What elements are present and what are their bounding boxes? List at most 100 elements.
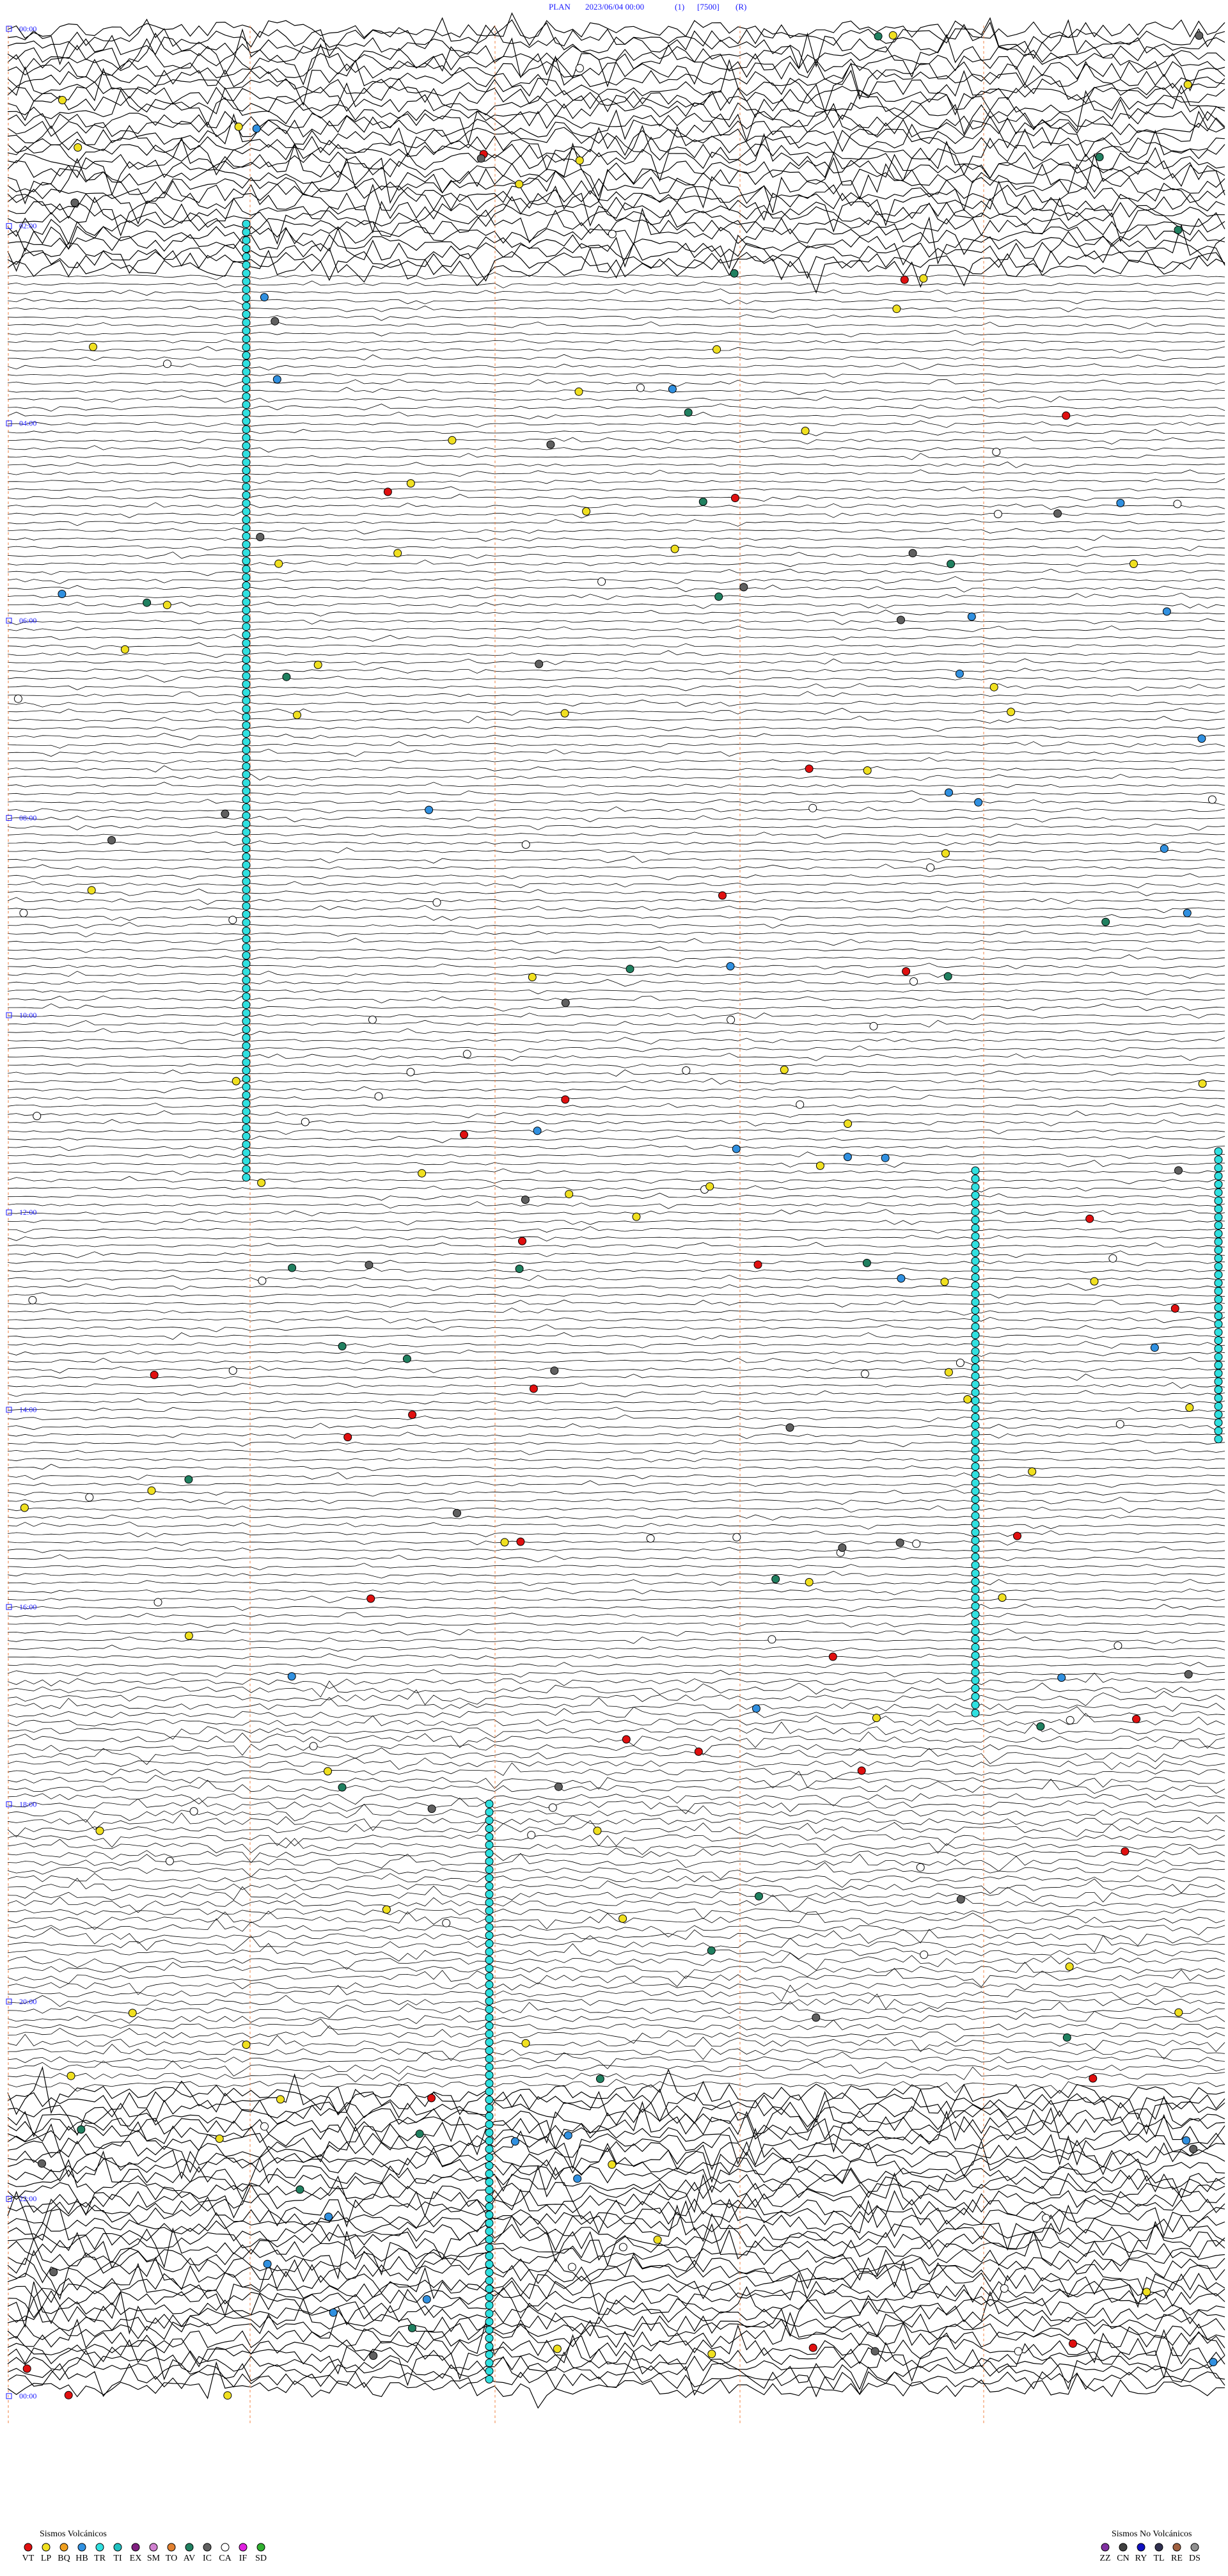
event-marker (1189, 2145, 1198, 2153)
event-marker (967, 612, 976, 621)
event-marker (77, 2125, 86, 2134)
trace (7, 897, 1225, 905)
trace (7, 559, 1225, 567)
trace (7, 1407, 1225, 1412)
event-marker (189, 1807, 198, 1816)
tremor-marker (971, 1174, 980, 1183)
event-marker (1132, 1714, 1141, 1723)
tremor-marker (242, 1099, 251, 1108)
time-marker (6, 223, 12, 229)
tremor-marker (971, 1363, 980, 1372)
event-marker (282, 672, 291, 681)
trace (7, 1927, 1225, 1947)
tremor-marker (971, 1281, 980, 1290)
tremor-marker (1214, 1188, 1223, 1197)
trace (7, 1747, 1225, 1766)
tremor-marker (485, 2284, 494, 2293)
tremor-marker (971, 1249, 980, 1257)
trace (7, 1712, 1225, 1727)
tremor-marker (242, 236, 251, 245)
trace (7, 748, 1225, 757)
trace (7, 1292, 1225, 1299)
tremor-marker (971, 1405, 980, 1414)
tremor-marker (485, 1931, 494, 1940)
tremor-marker (1214, 1336, 1223, 1345)
event-marker (940, 1277, 949, 1286)
event-marker (739, 583, 748, 592)
trace (7, 1168, 1225, 1175)
event-marker (234, 122, 243, 131)
tremor-marker (1214, 1279, 1223, 1288)
tremor-marker (1214, 1369, 1223, 1378)
event-marker (1101, 917, 1110, 926)
tremor-marker (971, 1618, 980, 1627)
trace (7, 2172, 1225, 2219)
trace (7, 840, 1225, 846)
event-marker (808, 2343, 817, 2352)
event-marker (422, 2295, 431, 2303)
event-marker (407, 2323, 416, 2332)
tremor-marker (971, 1470, 980, 1479)
trace (7, 527, 1225, 535)
tremor-marker (242, 976, 251, 984)
event-marker (909, 977, 918, 986)
tremor-marker (242, 458, 251, 467)
legend-label: DS (1189, 2554, 1200, 2563)
tremor-marker (242, 992, 251, 1001)
trace (7, 1267, 1225, 1273)
tremor-marker (485, 1923, 494, 1932)
tremor-marker (242, 885, 251, 894)
tremor-marker (971, 1224, 980, 1233)
trace (7, 1554, 1225, 1563)
event-marker (646, 1534, 655, 1543)
event-marker (707, 2350, 716, 2359)
event-marker (947, 560, 956, 569)
event-marker (143, 598, 152, 607)
tremor-marker (1214, 1196, 1223, 1205)
trace (7, 1472, 1225, 1480)
event-marker (838, 1544, 847, 1552)
tremor-marker (485, 1996, 494, 2005)
event-marker (956, 1895, 965, 1904)
tremor-marker (1214, 1386, 1223, 1395)
event-marker (20, 1503, 29, 1512)
time-marker (6, 2195, 12, 2202)
trace (7, 675, 1225, 683)
legend-swatch (221, 2543, 230, 2552)
trace (7, 209, 1225, 245)
tremor-marker (242, 1050, 251, 1059)
event-marker (989, 683, 998, 691)
tremor-marker (485, 2096, 494, 2105)
event-marker (1185, 1403, 1194, 1412)
event-marker (38, 2159, 46, 2168)
trace (7, 180, 1225, 227)
legend-swatch (1119, 2543, 1128, 2552)
tremor-marker (971, 1700, 980, 1709)
trace (7, 486, 1225, 492)
trace (7, 1151, 1225, 1159)
tremor-marker (242, 589, 251, 598)
tremor-marker (242, 1132, 251, 1141)
time-label: 00:00 (19, 2392, 36, 2401)
tremor-marker (1214, 1180, 1223, 1189)
time-marker (6, 2393, 12, 2399)
trace (7, 699, 1225, 707)
trace (7, 2198, 1225, 2252)
tremor-marker (485, 2293, 494, 2302)
tremor-marker (242, 507, 251, 516)
tremor-marker (971, 1240, 980, 1249)
scale: [7500] (697, 2, 720, 12)
trace (7, 1458, 1225, 1462)
event-marker (365, 1261, 374, 1269)
tremor-marker (485, 2268, 494, 2277)
event-marker (324, 1767, 332, 1776)
tremor-marker (485, 2120, 494, 2129)
tremor-marker (971, 1659, 980, 1668)
tremor-marker (971, 1634, 980, 1643)
tremor-marker (242, 260, 251, 269)
event-marker (815, 1161, 824, 1170)
trace (7, 1373, 1225, 1381)
tremor-marker (242, 778, 251, 787)
event-marker (1065, 1962, 1074, 1971)
trace (7, 667, 1225, 675)
